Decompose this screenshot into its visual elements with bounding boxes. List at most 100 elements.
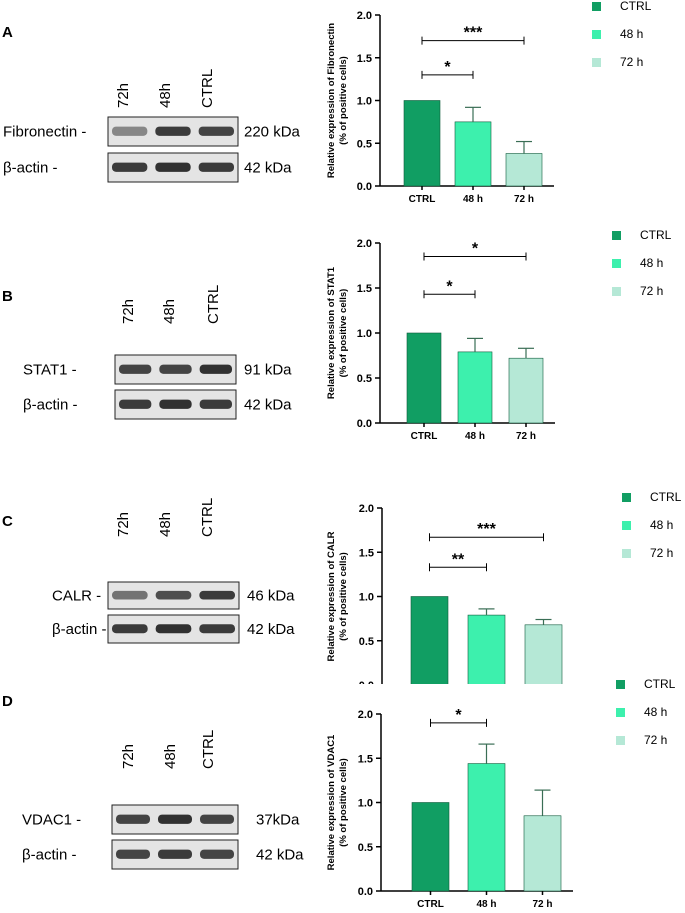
protein-label: β-actin - [23,397,77,414]
y-tick-label: 2.0 [359,503,374,515]
size-label: 42 kDa [244,160,292,177]
blot-band [199,590,235,600]
lane-label: CTRL [199,498,216,537]
blot-band [200,849,234,859]
bar-chart: Relative expression of Fibronectin (% of … [326,10,554,205]
blot-band [198,126,234,136]
y-axis-label: Relative expression of VDAC1 [326,734,337,870]
significance-label: ** [452,551,465,568]
lane-label: 48h [162,744,179,769]
blot-row: β-actin - 42 kDa [52,614,295,644]
protein-label: VDAC1 - [22,812,81,829]
y-axis-label-units: (% of positive cells) [338,758,349,847]
lane-label: 48h [157,83,174,108]
legend-swatch [622,549,631,558]
y-axis-label: Relative expression of STAT1 [326,266,337,399]
protein-label: Fibronectin - [3,124,86,141]
protein-label: β-actin - [52,621,106,638]
western-blot: 72h 48h CTRL VDAC1 - 37kDa β-actin - 42 kDa [22,730,304,870]
x-tick-label: 72 h [532,899,552,910]
x-tick-label: 72 h [514,194,534,205]
legend-swatch [616,680,625,689]
lane-label: 72h [120,299,137,324]
panel-c: C 72h 48h CTRL CALR -46 kDa β-actin -42 kDa … [0,456,685,684]
protein-label: β-actin - [22,847,76,864]
x-tick-label: CTRL [411,431,438,442]
size-label: 46 kDa [247,588,295,605]
panel-label: B [2,288,13,305]
legend-swatch [622,521,631,530]
size-label: 42 kDa [247,621,295,638]
y-tick-label: 0.0 [357,181,372,193]
legend-item: CTRL [622,490,685,506]
blot-band [198,162,234,172]
blot-band [158,849,192,859]
size-label: 42 kDa [256,847,304,864]
y-tick-label: 0.0 [358,886,373,898]
legend-label: 48 h [650,518,674,532]
blot-row: Fibronectin - 220 kDa [3,116,301,147]
bar [524,624,563,684]
legend-swatch [616,708,625,717]
protein-label: CALR - [52,588,101,605]
legend-label: 48 h [640,256,664,270]
size-label: 37kDa [256,812,300,829]
bar-chart: Relative expression of VDAC1 (% of positi… [326,707,573,910]
y-tick-label: 1.5 [357,283,372,295]
legend-swatch [612,287,621,296]
western-blot: 72h 48h CTRL Fibronectin - 220 kDa β-actin - 4… [3,69,301,183]
blot-band [159,399,192,409]
y-tick-label: 2.0 [357,238,372,250]
blot-band [155,126,191,136]
blot-band [112,126,148,136]
lane-label: CTRL [199,69,216,108]
blot-band [119,364,152,374]
lane-label: CTRL [200,730,217,769]
y-tick-label: 1.0 [357,328,372,340]
legend-swatch [592,58,601,67]
legend-label: 72 h [650,546,674,560]
y-axis-label-units: (% of positive cells) [338,289,349,378]
panel-label: A [2,24,13,41]
significance-label: *** [477,521,496,538]
bar [508,357,544,424]
blot-band [200,814,234,824]
blot-band [119,399,152,409]
lane-label: 48h [157,512,174,537]
bar [467,614,506,684]
protein-label: STAT1 - [23,362,77,379]
lane-label: 72h [120,744,137,769]
legend-item: CTRL [612,228,685,244]
y-axis-label-units: (% of positive cells) [338,552,349,641]
x-tick-label: 72 h [516,431,536,442]
legend-swatch [592,2,601,11]
x-tick-label: 48 h [463,194,483,205]
legend-item: 48 h [612,256,685,272]
legend-item: 72 h [616,733,685,749]
y-tick-label: 0.5 [357,138,372,150]
y-tick-label: 0.0 [357,418,372,430]
bar [410,596,449,684]
blot-row: STAT1 - 91 kDa [23,354,292,385]
y-tick-label: 1.0 [359,592,374,604]
blot-row: CALR - 46 kDa [52,581,295,610]
legend-swatch [612,231,621,240]
panel-a: A 72h 48h CTRL Fibronectin - 220 kDa β-actin … [0,0,685,228]
bar [411,802,450,892]
legend-item: 48 h [616,705,685,721]
lane-label: 72h [115,512,132,537]
blot-row: β-actin - 42 kDa [22,839,304,870]
legend-label: 48 h [620,27,644,41]
legend-label: 72 h [640,284,664,298]
legend-item: CTRL [592,0,682,15]
bar [467,763,506,892]
blot-band [159,364,192,374]
blot-row: β-actin - 42 kDa [23,389,292,420]
legend-item: 72 h [592,55,682,71]
western-blot: 72h 48h CTRL STAT1 - 91 kDa β-actin - 42 kDa [23,285,292,420]
blot-band [199,399,232,409]
significance-label: * [446,278,453,295]
size-label: 91 kDa [244,362,292,379]
y-tick-label: 1.0 [357,96,372,108]
bar-chart: Relative expression of STAT1 (% of positi… [326,238,555,442]
